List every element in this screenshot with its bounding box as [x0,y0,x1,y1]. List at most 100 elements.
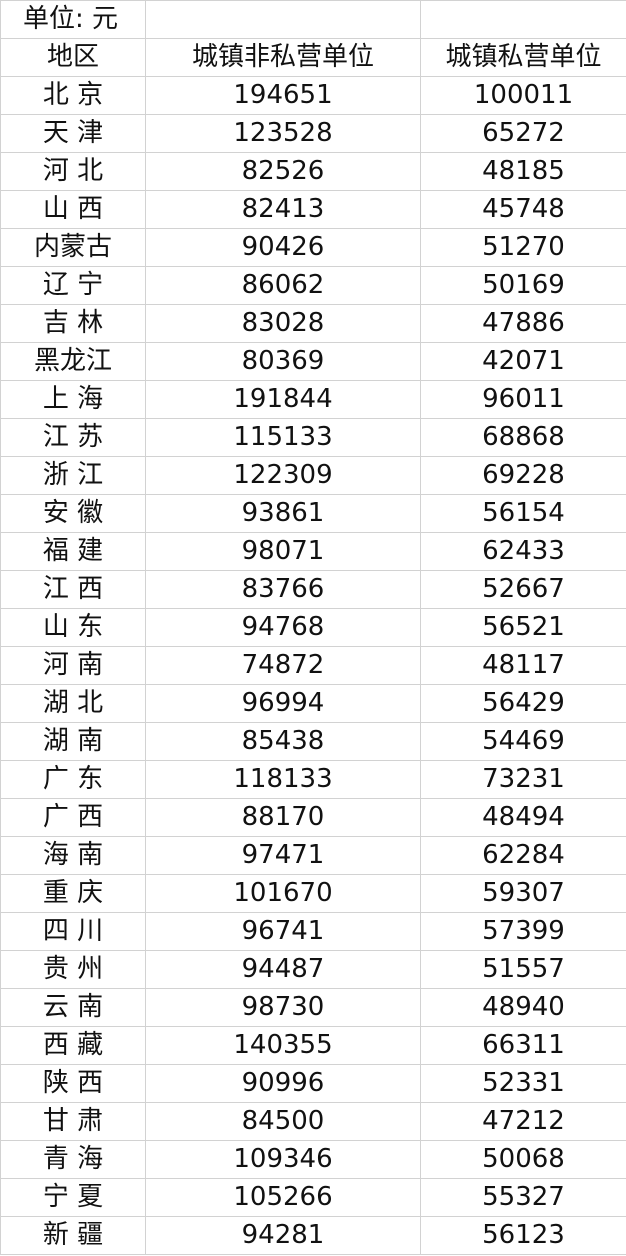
non-private-cell[interactable]: 191844 [145,380,421,419]
region-cell[interactable]: 重 庆 [0,874,146,913]
region-cell[interactable]: 陕 西 [0,1064,146,1103]
private-cell[interactable]: 48940 [420,988,626,1027]
non-private-cell[interactable]: 101670 [145,874,421,913]
private-cell[interactable]: 48117 [420,646,626,685]
private-cell[interactable]: 50169 [420,266,626,305]
private-cell[interactable]: 96011 [420,380,626,419]
region-cell[interactable]: 黑龙江 [0,342,146,381]
region-cell[interactable]: 吉 林 [0,304,146,343]
region-cell[interactable]: 江 苏 [0,418,146,457]
header-non-private[interactable]: 城镇非私营单位 [145,38,421,77]
non-private-cell[interactable]: 96994 [145,684,421,723]
non-private-cell[interactable]: 88170 [145,798,421,837]
region-cell[interactable]: 湖 北 [0,684,146,723]
non-private-cell[interactable]: 96741 [145,912,421,951]
region-cell[interactable]: 内蒙古 [0,228,146,267]
region-cell[interactable]: 山 西 [0,190,146,229]
non-private-cell[interactable]: 115133 [145,418,421,457]
region-cell[interactable]: 江 西 [0,570,146,609]
non-private-cell[interactable]: 118133 [145,760,421,799]
region-cell[interactable]: 安 徽 [0,494,146,533]
private-cell[interactable]: 65272 [420,114,626,153]
region-cell[interactable]: 宁 夏 [0,1178,146,1217]
non-private-cell[interactable]: 140355 [145,1026,421,1065]
region-cell[interactable]: 甘 肃 [0,1102,146,1141]
private-cell[interactable]: 62284 [420,836,626,875]
region-cell[interactable]: 福 建 [0,532,146,571]
private-cell[interactable]: 47212 [420,1102,626,1141]
private-cell[interactable]: 56429 [420,684,626,723]
private-cell[interactable]: 68868 [420,418,626,457]
non-private-cell[interactable]: 80369 [145,342,421,381]
region-cell[interactable]: 天 津 [0,114,146,153]
private-cell[interactable]: 56123 [420,1216,626,1255]
private-cell[interactable]: 52331 [420,1064,626,1103]
non-private-cell[interactable]: 90426 [145,228,421,267]
private-cell[interactable]: 59307 [420,874,626,913]
non-private-cell[interactable]: 86062 [145,266,421,305]
region-cell[interactable]: 广 西 [0,798,146,837]
region-cell[interactable]: 河 南 [0,646,146,685]
private-cell[interactable]: 73231 [420,760,626,799]
region-cell[interactable]: 贵 州 [0,950,146,989]
region-cell[interactable]: 北 京 [0,76,146,115]
non-private-cell[interactable]: 94281 [145,1216,421,1255]
private-cell[interactable]: 48494 [420,798,626,837]
non-private-cell[interactable]: 83028 [145,304,421,343]
table-row: 辽 宁 86062 50169 [0,266,626,305]
header-region[interactable]: 地区 [0,38,146,77]
region-cell[interactable]: 上 海 [0,380,146,419]
private-cell[interactable]: 52667 [420,570,626,609]
private-cell[interactable]: 56154 [420,494,626,533]
non-private-cell[interactable]: 83766 [145,570,421,609]
region-cell[interactable]: 西 藏 [0,1026,146,1065]
region-cell[interactable]: 新 疆 [0,1216,146,1255]
empty-cell[interactable] [145,0,421,39]
private-cell[interactable]: 45748 [420,190,626,229]
non-private-cell[interactable]: 98730 [145,988,421,1027]
header-private[interactable]: 城镇私营单位 [420,38,626,77]
private-cell[interactable]: 62433 [420,532,626,571]
non-private-cell[interactable]: 97471 [145,836,421,875]
private-cell[interactable]: 51270 [420,228,626,267]
private-cell[interactable]: 47886 [420,304,626,343]
region-cell[interactable]: 山 东 [0,608,146,647]
private-cell[interactable]: 50068 [420,1140,626,1179]
non-private-cell[interactable]: 82526 [145,152,421,191]
private-cell[interactable]: 55327 [420,1178,626,1217]
private-cell[interactable]: 54469 [420,722,626,761]
non-private-cell[interactable]: 93861 [145,494,421,533]
private-cell[interactable]: 69228 [420,456,626,495]
private-cell[interactable]: 51557 [420,950,626,989]
private-cell[interactable]: 42071 [420,342,626,381]
non-private-cell[interactable]: 98071 [145,532,421,571]
non-private-cell[interactable]: 94768 [145,608,421,647]
region-cell[interactable]: 海 南 [0,836,146,875]
region-cell[interactable]: 青 海 [0,1140,146,1179]
private-cell[interactable]: 56521 [420,608,626,647]
non-private-cell[interactable]: 105266 [145,1178,421,1217]
non-private-cell[interactable]: 123528 [145,114,421,153]
non-private-cell[interactable]: 84500 [145,1102,421,1141]
region-cell[interactable]: 辽 宁 [0,266,146,305]
non-private-cell[interactable]: 85438 [145,722,421,761]
empty-cell[interactable] [420,0,626,39]
non-private-cell[interactable]: 194651 [145,76,421,115]
region-cell[interactable]: 云 南 [0,988,146,1027]
private-cell[interactable]: 66311 [420,1026,626,1065]
non-private-cell[interactable]: 82413 [145,190,421,229]
non-private-cell[interactable]: 94487 [145,950,421,989]
region-cell[interactable]: 浙 江 [0,456,146,495]
region-cell[interactable]: 河 北 [0,152,146,191]
non-private-cell[interactable]: 109346 [145,1140,421,1179]
unit-label[interactable]: 单位: 元 [0,0,146,39]
non-private-cell[interactable]: 122309 [145,456,421,495]
region-cell[interactable]: 四 川 [0,912,146,951]
non-private-cell[interactable]: 90996 [145,1064,421,1103]
region-cell[interactable]: 广 东 [0,760,146,799]
private-cell[interactable]: 100011 [420,76,626,115]
private-cell[interactable]: 57399 [420,912,626,951]
region-cell[interactable]: 湖 南 [0,722,146,761]
private-cell[interactable]: 48185 [420,152,626,191]
non-private-cell[interactable]: 74872 [145,646,421,685]
